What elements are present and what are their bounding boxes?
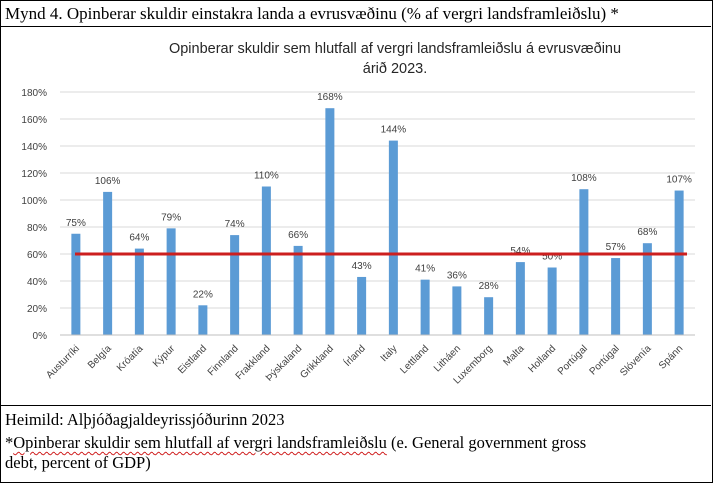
y-tick-label: 20% bbox=[27, 304, 47, 315]
data-label: 108% bbox=[571, 173, 597, 184]
bar bbox=[166, 228, 176, 335]
y-tick-label: 0% bbox=[33, 331, 48, 342]
footnote-rest: (e. General government gross bbox=[386, 433, 587, 452]
bar bbox=[674, 190, 684, 335]
y-tick-label: 140% bbox=[21, 142, 47, 153]
y-tick-label: 40% bbox=[27, 277, 47, 288]
data-label: 79% bbox=[161, 212, 181, 223]
data-label: 168% bbox=[317, 92, 343, 103]
y-tick-label: 120% bbox=[21, 169, 47, 180]
bar bbox=[420, 279, 430, 335]
footnote-line2: debt, percent of GDP) bbox=[5, 453, 151, 472]
bar bbox=[293, 245, 303, 335]
footnote-marker: * bbox=[5, 433, 14, 452]
data-label: 43% bbox=[352, 261, 372, 272]
y-tick-label: 100% bbox=[21, 196, 47, 207]
x-tick-label: Holland bbox=[526, 343, 558, 375]
source-line: Heimild: Alþjóðagjaldeyrissjóðurinn 2023 bbox=[5, 410, 285, 429]
bar bbox=[230, 235, 240, 335]
data-label: 74% bbox=[225, 219, 245, 230]
x-tick-label: Króatía bbox=[115, 343, 146, 374]
data-label: 107% bbox=[666, 175, 692, 186]
x-tick-label: Belgía bbox=[86, 343, 114, 371]
bar bbox=[357, 276, 367, 335]
bar bbox=[452, 286, 462, 335]
x-tick-label: Spánn bbox=[657, 343, 685, 371]
y-tick-label: 60% bbox=[27, 250, 47, 261]
y-tick-label: 180% bbox=[21, 88, 47, 99]
x-tick-label: Grikkland bbox=[298, 343, 336, 381]
x-tick-label: Italy bbox=[379, 343, 400, 364]
figure-caption: Mynd 4. Opinberar skuldir einstakra land… bbox=[5, 4, 619, 23]
bar bbox=[388, 140, 398, 335]
data-label: 57% bbox=[606, 242, 626, 253]
x-tick-label: Austurríki bbox=[44, 343, 82, 381]
data-label: 28% bbox=[479, 281, 499, 292]
data-label: 50% bbox=[542, 252, 562, 263]
bar bbox=[515, 262, 525, 335]
y-tick-label: 160% bbox=[21, 115, 47, 126]
x-tick-label: Írland bbox=[341, 342, 368, 369]
data-label: 75% bbox=[66, 218, 86, 229]
x-tick-label: Eistland bbox=[176, 343, 209, 376]
footer-divider bbox=[0, 405, 711, 406]
x-tick-label: Kýpur bbox=[151, 343, 178, 370]
data-label: 54% bbox=[510, 246, 530, 257]
bar bbox=[325, 108, 335, 335]
y-tick-label: 80% bbox=[27, 223, 47, 234]
x-tick-label: Portúgal bbox=[556, 343, 590, 377]
bar bbox=[71, 233, 81, 335]
data-label: 106% bbox=[95, 176, 121, 187]
footnote: *Opinberar skuldir sem hlutfall af vergr… bbox=[5, 433, 586, 473]
footnote-term: Opinberar skuldir sem hlutfall af vergri… bbox=[13, 433, 387, 452]
bar bbox=[642, 243, 652, 335]
x-tick-label: Slóvenía bbox=[618, 343, 654, 379]
data-label: 64% bbox=[129, 233, 149, 244]
data-label: 68% bbox=[637, 227, 657, 238]
bar bbox=[198, 305, 208, 335]
x-tick-label: Portúgal bbox=[588, 343, 622, 377]
data-label: 144% bbox=[381, 125, 407, 136]
x-tick-label: Lettland bbox=[398, 343, 431, 376]
bar bbox=[103, 191, 113, 335]
data-label: 66% bbox=[288, 230, 308, 241]
bar bbox=[547, 267, 557, 335]
data-label: 41% bbox=[415, 264, 435, 275]
caption-divider bbox=[0, 26, 711, 27]
bar bbox=[484, 297, 494, 335]
bar bbox=[611, 258, 621, 335]
data-label: 36% bbox=[447, 270, 467, 281]
data-label: 22% bbox=[193, 289, 213, 300]
x-tick-label: Litháen bbox=[432, 343, 463, 374]
data-label: 110% bbox=[254, 171, 279, 182]
bar bbox=[134, 248, 144, 335]
chart-title-line1: Opinberar skuldir sem hlutfall af vergri… bbox=[169, 41, 621, 57]
chart-title-line2: árið 2023. bbox=[363, 61, 428, 77]
bar bbox=[579, 189, 589, 335]
x-tick-label: Malta bbox=[501, 343, 526, 368]
bar bbox=[261, 186, 271, 335]
